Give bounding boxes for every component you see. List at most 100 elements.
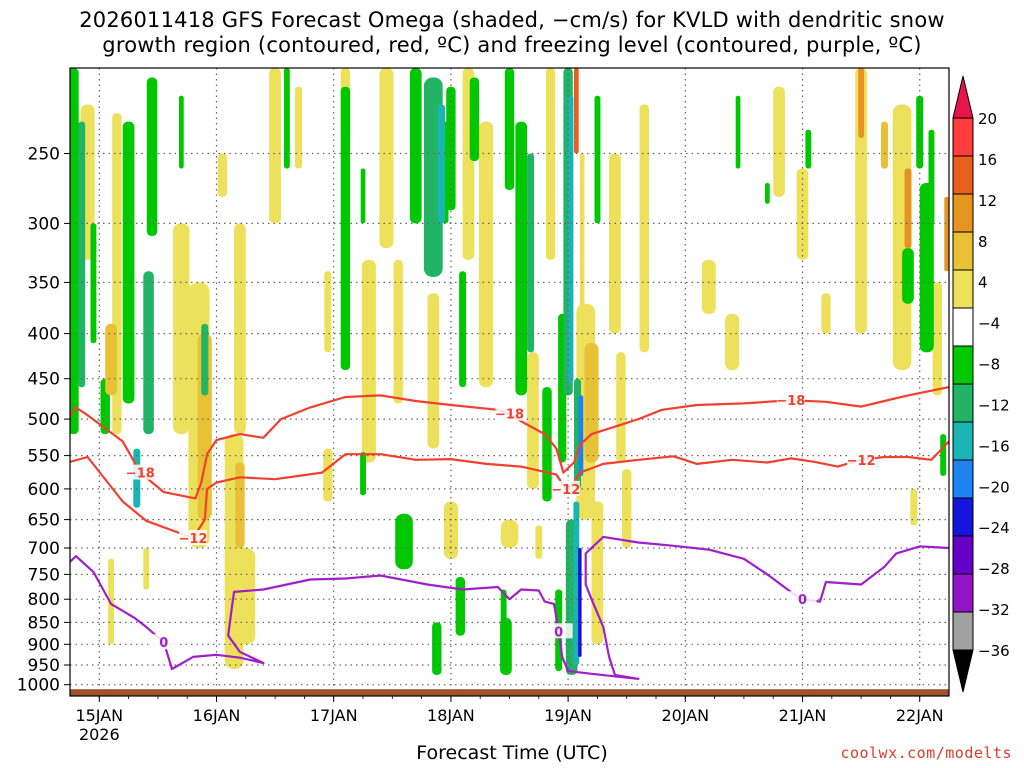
omega-cell — [361, 259, 376, 463]
omega-cell — [323, 448, 333, 502]
omega-cell — [432, 622, 442, 675]
colorbar-swatch — [952, 193, 974, 233]
colorbar-label: 4 — [978, 274, 988, 292]
colorbar-swatch — [952, 231, 974, 271]
contour-freezing-level — [70, 535, 949, 681]
omega-cell — [594, 95, 601, 224]
omega-cell — [584, 343, 599, 463]
omega-cell — [236, 548, 256, 645]
colorbar-swatch — [952, 155, 974, 195]
omega-cell — [469, 77, 480, 162]
contour-label: −12 — [847, 454, 876, 469]
omega-cell — [235, 462, 245, 548]
site-credit: coolwx.com/modelts — [840, 744, 1012, 762]
x-year-label: 2026 — [79, 725, 120, 744]
omega-cell — [578, 395, 584, 476]
contour-layer: −18 −18 −18 −12 −12 −12 0 0 0 — [70, 386, 949, 681]
colorbar: 20 16 12 8 4 −4 −8 −12 −16 −20 −24 −28 −32 −36 — [952, 75, 1010, 693]
omega-cell — [146, 77, 158, 236]
contour-label: −18 — [126, 467, 155, 482]
omega-cell — [234, 223, 246, 435]
omega-cell — [500, 617, 512, 675]
colorbar-swatch — [952, 421, 974, 461]
y-axis: 2503003504004505005506006507007508008509… — [17, 145, 70, 696]
omega-cell — [701, 259, 716, 314]
omega-cell — [881, 121, 888, 169]
omega-cell — [360, 168, 366, 224]
y-tick-label: 750 — [28, 565, 60, 585]
omega-cell — [459, 271, 467, 388]
x-tick-label: 15JAN — [75, 706, 123, 725]
omega-cell — [527, 153, 535, 353]
contour-label-bg — [149, 634, 178, 650]
omega-cell — [217, 153, 228, 197]
omega-cell — [379, 68, 394, 249]
contour-label-bg — [776, 392, 805, 408]
omega-cell — [143, 548, 150, 590]
y-tick-label: 400 — [28, 325, 60, 345]
chart-title-line-1: 2026011418 GFS Forecast Omega (shaded, −… — [79, 8, 945, 32]
y-tick-label: 500 — [28, 410, 60, 430]
y-tick-label: 850 — [28, 613, 60, 633]
y-tick-label: 900 — [28, 635, 60, 655]
omega-cell — [932, 282, 942, 396]
colorbar-label: 8 — [978, 233, 988, 251]
omega-cell — [904, 168, 912, 249]
x-axis: 15JAN 16JAN 17JAN 18JAN 19JAN 20JAN 21JAN 22JAN… — [75, 696, 944, 744]
omega-cell — [122, 121, 135, 404]
x-tick-label: 18JAN — [427, 706, 475, 725]
y-tick-label: 950 — [28, 656, 60, 676]
omega-cell — [360, 452, 366, 496]
omega-cell — [609, 153, 621, 334]
y-tick-label: 350 — [28, 273, 60, 293]
colorbar-swatch — [952, 117, 974, 157]
y-tick-label: 1000 — [17, 676, 60, 696]
omega-cell — [504, 68, 515, 190]
terrain-band — [70, 689, 949, 696]
contour-minus12 — [70, 440, 949, 540]
contour-label-bg — [126, 464, 155, 480]
x-tick-label: 22JAN — [896, 706, 944, 725]
y-tick-label: 600 — [28, 480, 60, 500]
omega-cell — [395, 513, 413, 570]
y-tick-label: 650 — [28, 511, 60, 531]
contour-label: 0 — [159, 636, 168, 651]
omega-cell — [515, 121, 528, 396]
omega-cell — [573, 501, 580, 665]
omega-cell — [455, 577, 465, 636]
colorbar-swatch — [952, 269, 974, 309]
omega-cell — [574, 68, 579, 154]
contour-label: −18 — [776, 394, 805, 409]
omega-cell — [773, 86, 785, 197]
omega-cell — [725, 313, 740, 371]
omega-cell — [340, 86, 351, 371]
colorbar-swatch — [952, 611, 974, 651]
colorbar-swatch — [952, 535, 974, 575]
omega-cell — [179, 95, 184, 169]
y-tick-label: 450 — [28, 370, 60, 390]
contour-label-bg — [495, 405, 524, 421]
x-tick-label: 21JAN — [779, 706, 827, 725]
omega-cell — [324, 271, 332, 353]
omega-cell — [269, 68, 281, 224]
colorbar-bottom-arrow — [952, 649, 974, 693]
colorbar-label: 12 — [978, 192, 997, 210]
colorbar-label: 20 — [978, 110, 997, 128]
x-axis-title: Forecast Time (UTC) — [416, 742, 608, 764]
omega-cell — [622, 469, 632, 548]
y-tick-label: 300 — [28, 214, 60, 234]
omega-cell — [393, 259, 403, 404]
omega-cell — [735, 95, 741, 169]
colorbar-label: −20 — [978, 478, 1010, 496]
omega-cell — [910, 488, 918, 526]
omega-cell — [105, 323, 117, 396]
colorbar-label: −8 — [978, 356, 1000, 374]
omega-cell — [527, 352, 539, 489]
omega-cell — [409, 68, 422, 224]
contour-label: 0 — [554, 625, 563, 640]
colorbar-swatch — [952, 573, 974, 613]
colorbar-swatch — [952, 345, 974, 385]
omega-cell — [616, 352, 626, 463]
omega-cell — [567, 95, 574, 383]
x-tick-label: 20JAN — [661, 706, 709, 725]
